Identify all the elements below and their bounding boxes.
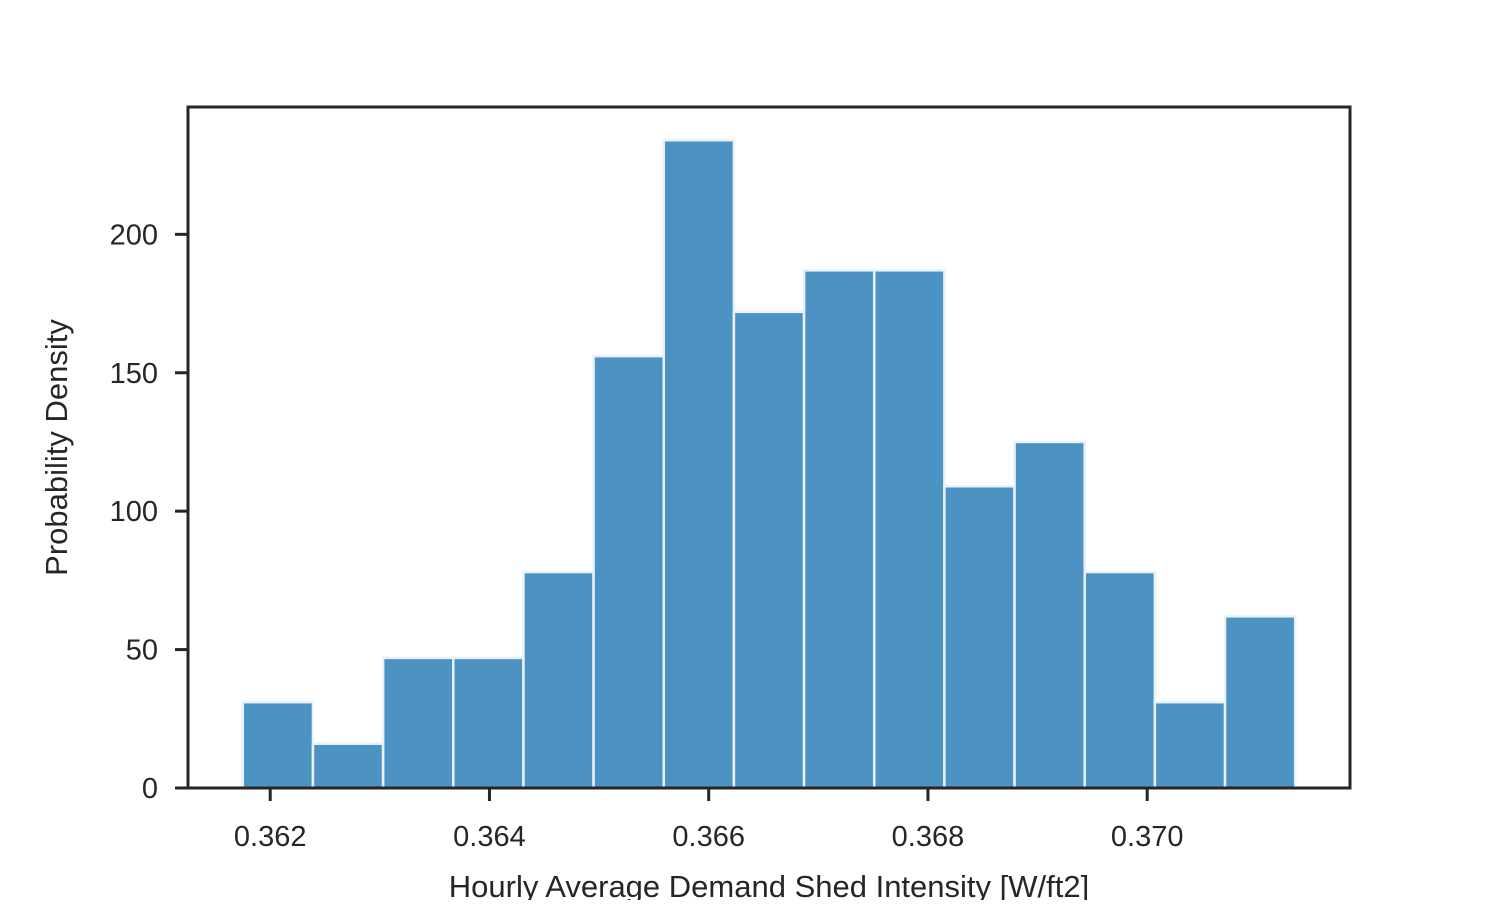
x-axis-ticks: 0.362 0.364 0.366 0.368 0.370 — [234, 788, 1184, 853]
x-tick-label: 0.370 — [1111, 821, 1184, 853]
histogram-bar — [1083, 570, 1157, 790]
histogram-bar — [732, 310, 806, 790]
y-tick-label: 100 — [110, 496, 158, 528]
y-tick-label: 150 — [110, 358, 158, 390]
histogram-bar — [241, 700, 315, 790]
histogram-bar — [522, 570, 595, 790]
y-tick-label: 200 — [110, 219, 158, 251]
histogram-bar — [872, 269, 946, 790]
y-axis-ticks: 0 50 100 150 200 — [110, 219, 188, 805]
plot-frame — [186, 105, 1352, 790]
y-tick-label: 0 — [142, 773, 158, 805]
histogram-bar — [452, 656, 525, 790]
x-tick-label: 0.364 — [453, 821, 526, 853]
y-axis-label: Probability Density — [39, 319, 74, 576]
histogram-bar — [662, 138, 736, 790]
x-axis-label: Hourly Average Demand Shed Intensity [W/… — [449, 869, 1089, 900]
histogram-bar — [592, 354, 666, 790]
x-tick-label: 0.368 — [892, 821, 965, 853]
y-tick-label: 50 — [126, 635, 158, 667]
histogram-bar — [381, 656, 455, 790]
histogram-bar — [311, 742, 385, 790]
histogram-bar — [802, 269, 876, 790]
x-tick-label: 0.362 — [234, 821, 307, 853]
histogram-bar — [1153, 700, 1227, 790]
histogram-bar — [943, 485, 1016, 790]
histogram-bars — [241, 138, 1297, 790]
histogram-bar — [1223, 615, 1297, 790]
histogram-bar — [1013, 440, 1086, 790]
x-tick-label: 0.366 — [672, 821, 745, 853]
